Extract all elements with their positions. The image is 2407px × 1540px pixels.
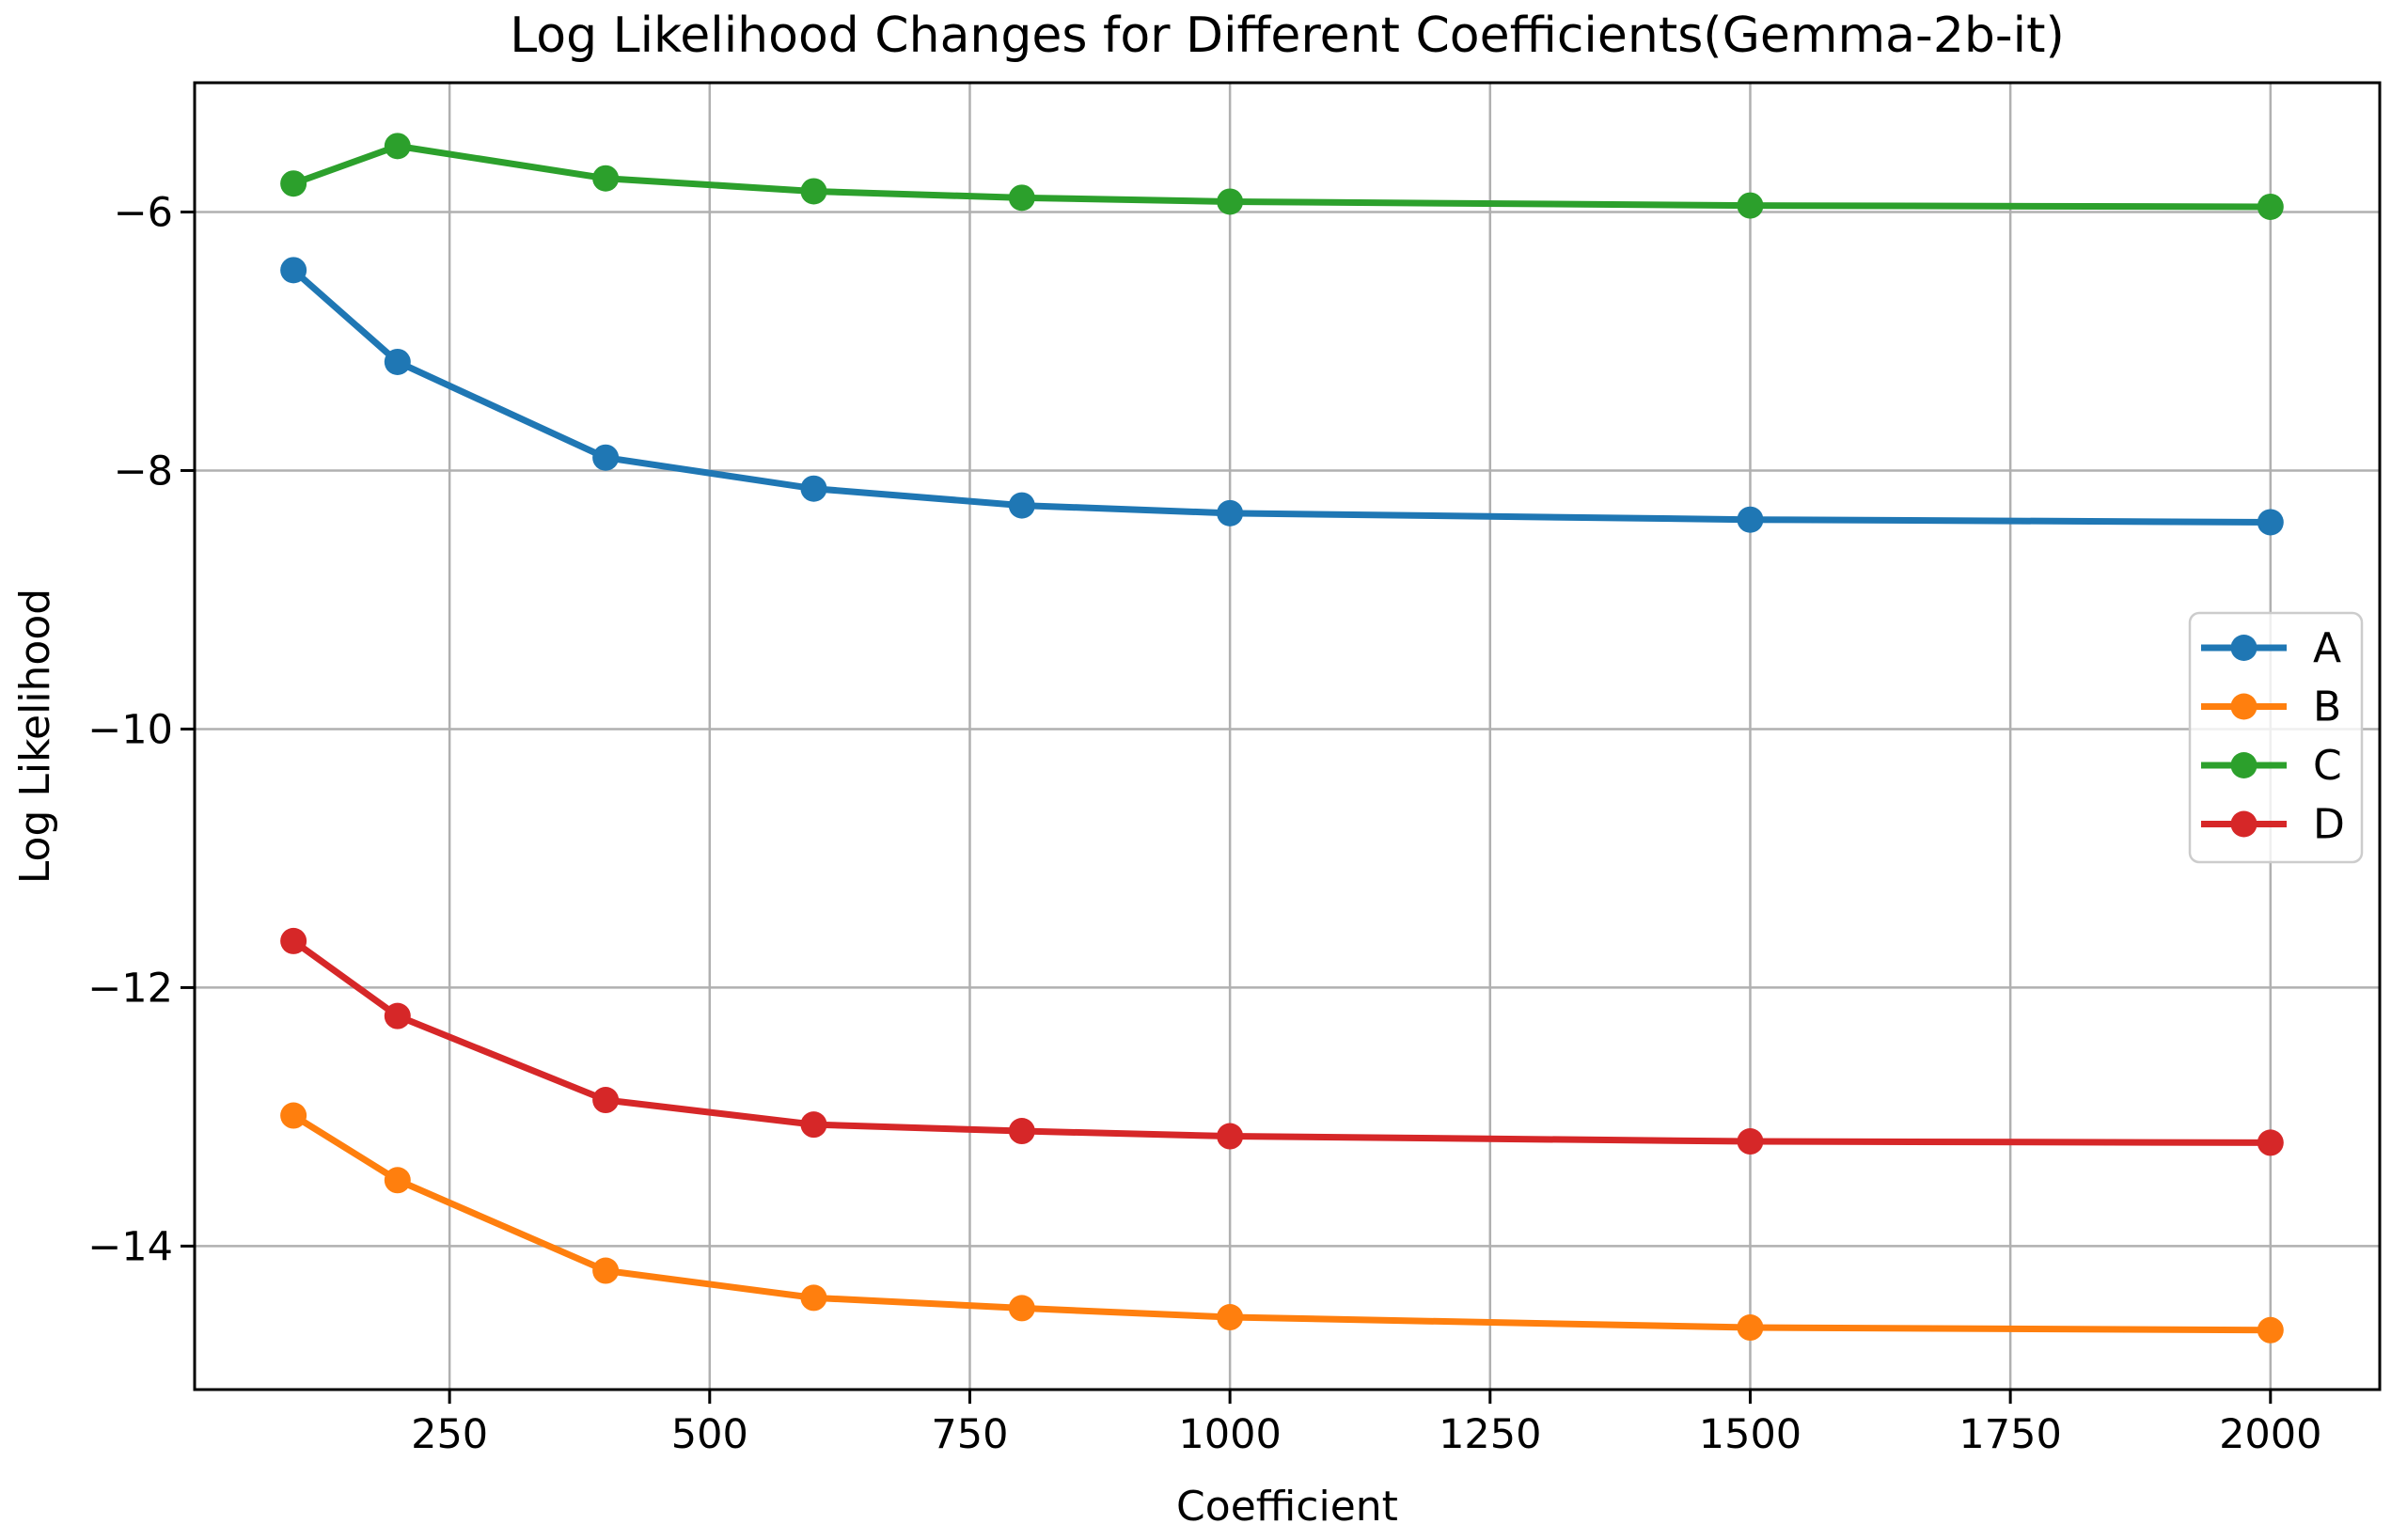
data-point-A bbox=[592, 444, 620, 471]
data-point-B bbox=[280, 1102, 307, 1129]
legend-marker-A bbox=[2230, 635, 2258, 661]
data-point-D bbox=[2257, 1129, 2284, 1156]
data-point-A bbox=[384, 348, 411, 375]
series-line-A bbox=[290, 266, 2274, 526]
legend-entry-C: C bbox=[2201, 742, 2342, 790]
series-layer bbox=[280, 133, 2284, 1344]
data-point-C bbox=[800, 178, 827, 205]
data-point-A bbox=[1737, 506, 1764, 533]
data-point-B bbox=[2257, 1316, 2284, 1344]
x-axis-label: Coefficient bbox=[1176, 1483, 1398, 1531]
data-point-B bbox=[592, 1257, 620, 1284]
chart-title: Log Likelihood Changes for Different Coe… bbox=[510, 8, 2065, 64]
x-tick-label: 1000 bbox=[1178, 1411, 1281, 1458]
y-tick-label: −8 bbox=[114, 448, 173, 495]
data-point-A bbox=[800, 475, 827, 502]
legend-label-D: D bbox=[2313, 801, 2345, 849]
data-point-A bbox=[2257, 509, 2284, 536]
legend-marker-B bbox=[2230, 693, 2258, 720]
data-point-B bbox=[1217, 1304, 1244, 1331]
axes-layer: 250 500 750 1000 1250 1500 1750 2000 −6 −8 −10 −12 −… bbox=[87, 81, 2382, 1458]
y-tick-label: −10 bbox=[87, 706, 173, 753]
legend-entry-D: D bbox=[2201, 801, 2345, 849]
data-point-C bbox=[1737, 192, 1764, 219]
data-point-C bbox=[1008, 184, 1035, 212]
data-point-C bbox=[384, 133, 411, 160]
x-tick-label: 250 bbox=[411, 1411, 488, 1458]
legend-label-C: C bbox=[2313, 742, 2342, 790]
series-line-B bbox=[290, 1112, 2274, 1334]
data-point-D bbox=[280, 927, 307, 954]
y-tick-label: −14 bbox=[87, 1223, 173, 1270]
data-point-D bbox=[1008, 1118, 1035, 1145]
data-point-D bbox=[1217, 1123, 1244, 1150]
grid-layer bbox=[195, 83, 2380, 1390]
data-point-C bbox=[2257, 193, 2284, 220]
data-point-B bbox=[1737, 1314, 1764, 1342]
data-point-A bbox=[280, 257, 307, 284]
data-point-A bbox=[1217, 499, 1244, 526]
series-line-D bbox=[290, 937, 2274, 1146]
series-line-C bbox=[290, 142, 2274, 211]
data-point-B bbox=[384, 1167, 411, 1194]
data-point-D bbox=[384, 1002, 411, 1029]
legend-label-B: B bbox=[2313, 684, 2341, 731]
data-point-A bbox=[1008, 492, 1035, 519]
data-point-D bbox=[1737, 1128, 1764, 1155]
x-tick-label: 750 bbox=[931, 1411, 1008, 1458]
legend-box bbox=[2188, 611, 2364, 864]
legend-entry-B: B bbox=[2201, 684, 2341, 731]
x-tick-label: 2000 bbox=[2219, 1411, 2321, 1458]
legend-marker-D bbox=[2230, 810, 2258, 838]
y-axis-label: Log Likelihood bbox=[11, 589, 59, 884]
data-point-C bbox=[592, 165, 620, 192]
x-tick-label: 1250 bbox=[1439, 1411, 1541, 1458]
plot-border bbox=[193, 81, 2382, 1391]
data-point-D bbox=[800, 1111, 827, 1139]
x-tick-label: 1750 bbox=[1959, 1411, 2061, 1458]
data-point-C bbox=[280, 170, 307, 197]
x-tick-label: 500 bbox=[671, 1411, 748, 1458]
legend-entry-A: A bbox=[2201, 624, 2341, 672]
y-tick-label: −6 bbox=[114, 189, 173, 236]
legend-label-A: A bbox=[2313, 624, 2341, 672]
data-point-B bbox=[800, 1284, 827, 1312]
data-point-B bbox=[1008, 1295, 1035, 1322]
x-tick-label: 1500 bbox=[1699, 1411, 1801, 1458]
legend-marker-C bbox=[2230, 752, 2258, 778]
data-point-C bbox=[1217, 188, 1244, 215]
y-tick-label: −12 bbox=[87, 965, 173, 1012]
data-point-D bbox=[592, 1087, 620, 1114]
